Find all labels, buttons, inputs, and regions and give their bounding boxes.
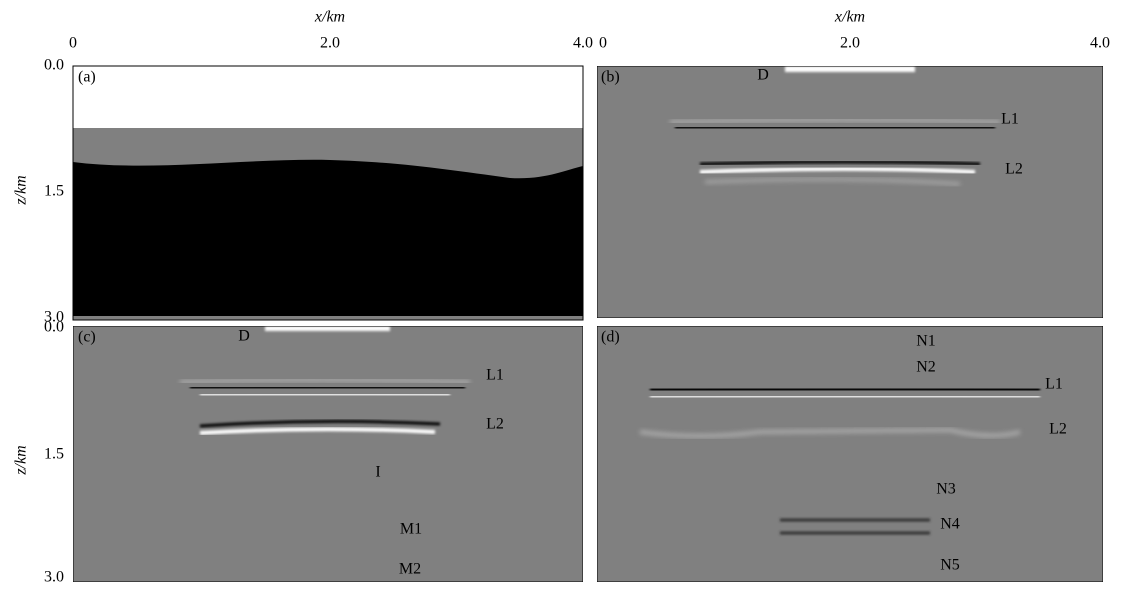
x-tick-label: 0: [599, 35, 607, 52]
annotation: N2: [916, 359, 936, 376]
x-axis-title: x/km: [834, 9, 865, 26]
x-tick-label: 0: [69, 35, 77, 52]
panel-a-image: [72, 65, 584, 321]
annotation: L2: [1005, 161, 1023, 178]
z-tick-label: 0.0: [44, 319, 64, 336]
annotation: D: [757, 67, 769, 84]
annotation: L2: [1049, 421, 1067, 438]
panel-d-image: [597, 326, 1103, 582]
panel-label: (b): [601, 69, 620, 86]
z-axis-title: z/km: [13, 445, 30, 475]
x-axis-title: x/km: [314, 9, 345, 26]
annotation: D: [238, 328, 250, 345]
annotation: I: [375, 464, 380, 481]
z-tick-label: 1.5: [44, 446, 64, 463]
annotation: M1: [400, 521, 422, 538]
annotation: L2: [486, 416, 504, 433]
x-tick-label: 2.0: [840, 35, 860, 52]
z-axis-title: z/km: [13, 175, 30, 205]
panel-c-image: [73, 326, 583, 582]
x-tick-label: 2.0: [320, 35, 340, 52]
annotation: N3: [936, 481, 956, 498]
z-tick-label: 0.0: [44, 57, 64, 74]
annotation: L1: [1001, 111, 1019, 128]
annotation: N4: [940, 516, 960, 533]
annotation: L1: [486, 367, 504, 384]
annotation: N1: [916, 333, 936, 350]
panel-label: (c): [78, 329, 96, 346]
panel-label: (a): [78, 69, 96, 86]
annotation: M2: [399, 561, 421, 578]
z-tick-label: 3.0: [44, 569, 64, 586]
z-tick-label: 1.5: [44, 183, 64, 200]
annotation: L1: [1045, 376, 1063, 393]
annotation: N5: [940, 557, 960, 574]
x-tick-label: 4.0: [573, 35, 593, 52]
panel-b-image: [597, 66, 1103, 318]
panel-label: (d): [601, 329, 620, 346]
z-tick-label: 3.0: [44, 309, 64, 326]
x-tick-label: 4.0: [1090, 35, 1110, 52]
